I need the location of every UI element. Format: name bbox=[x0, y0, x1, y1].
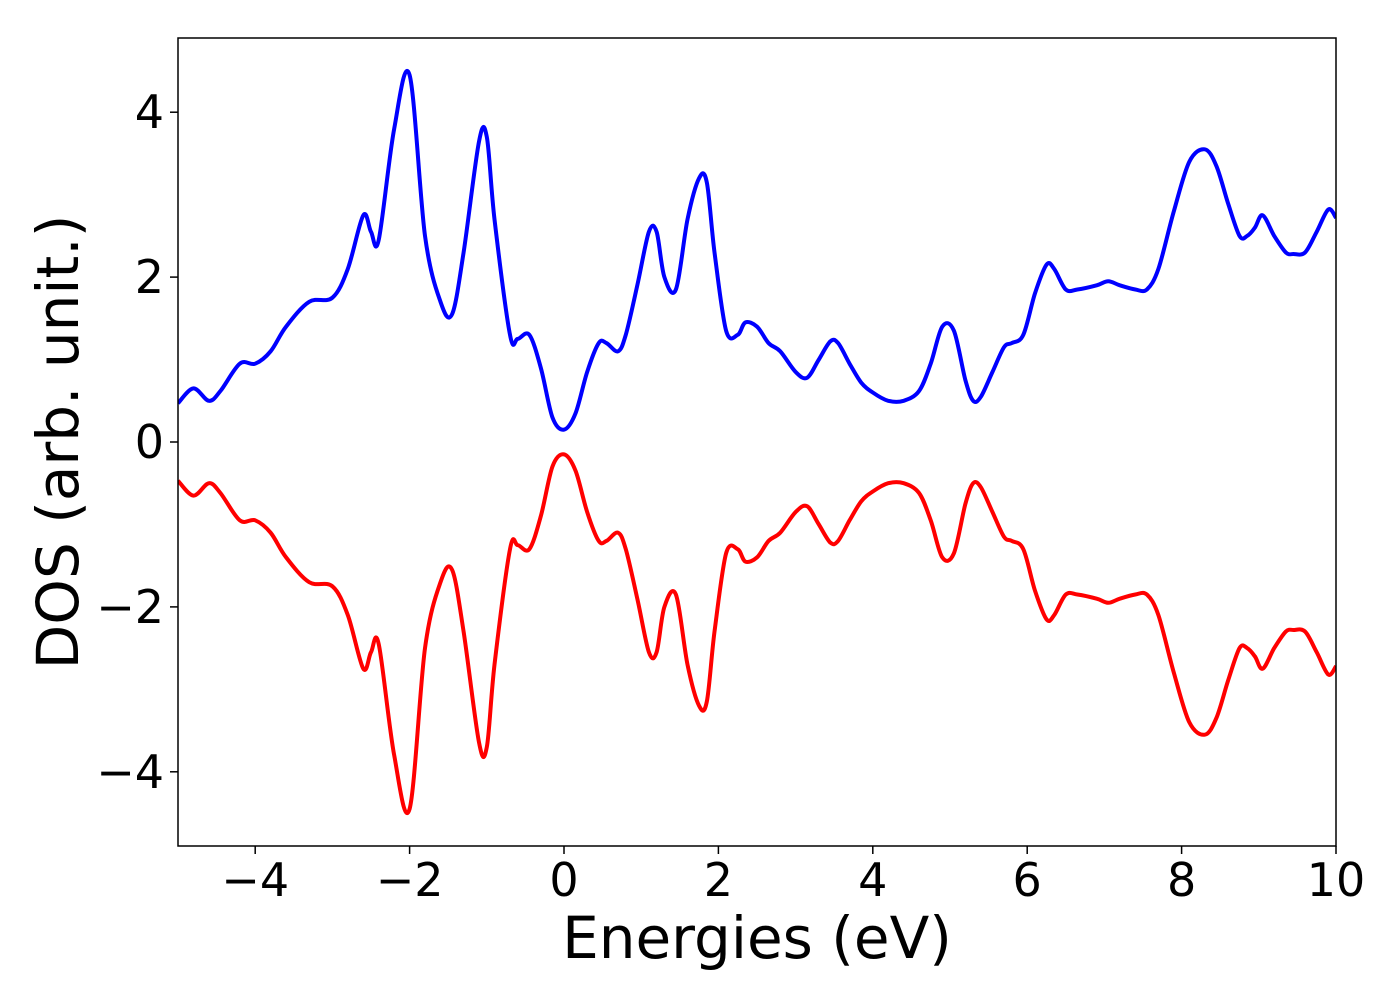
y-tick-label: −4 bbox=[96, 745, 164, 799]
x-tick-label: 0 bbox=[549, 853, 578, 907]
x-tick-label: 8 bbox=[1167, 853, 1196, 907]
y-tick-label: 4 bbox=[135, 85, 164, 139]
x-tick-label: 6 bbox=[1013, 853, 1042, 907]
y-axis-label: DOS (arb. unit.) bbox=[24, 215, 92, 670]
x-tick-label: 10 bbox=[1307, 853, 1366, 907]
x-tick-label: 2 bbox=[704, 853, 733, 907]
x-tick-label: 4 bbox=[858, 853, 887, 907]
x-axis-label: Energies (eV) bbox=[562, 904, 952, 972]
x-tick-label: −4 bbox=[221, 853, 289, 907]
plot-frame bbox=[177, 37, 1337, 847]
series-line-1 bbox=[178, 69, 1336, 432]
series-line-2 bbox=[178, 452, 1336, 815]
x-tick-label: −2 bbox=[376, 853, 444, 907]
y-tick-label: 2 bbox=[135, 250, 164, 304]
y-tick-label: −2 bbox=[96, 580, 164, 634]
y-axis: −4 −2 0 2 4 bbox=[96, 85, 178, 799]
series-layer bbox=[178, 69, 1336, 815]
x-axis: −4 −2 0 2 4 6 8 10 bbox=[221, 846, 1365, 907]
y-tick-label: 0 bbox=[135, 415, 164, 469]
